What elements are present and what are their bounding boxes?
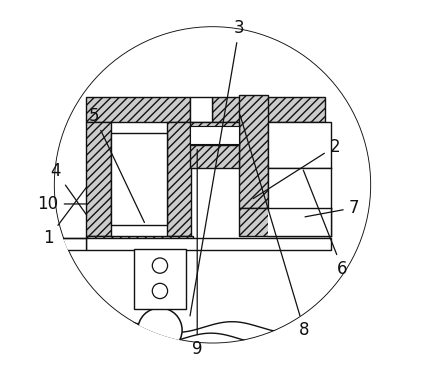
Bar	[86, 97, 190, 122]
Bar	[190, 143, 239, 145]
Text: 3: 3	[190, 19, 244, 316]
Circle shape	[138, 308, 182, 352]
Bar	[212, 97, 325, 122]
Bar	[134, 249, 186, 309]
Bar	[60, 238, 86, 250]
Bar	[268, 208, 331, 236]
Bar	[239, 208, 331, 236]
Text: 9: 9	[192, 149, 202, 358]
Circle shape	[152, 258, 167, 273]
Bar	[111, 133, 167, 225]
Text: 10: 10	[37, 195, 85, 213]
Bar	[239, 95, 268, 208]
Text: 8: 8	[240, 115, 309, 339]
Bar	[190, 122, 239, 143]
Bar	[268, 122, 331, 167]
Bar	[190, 97, 212, 122]
Bar	[86, 122, 111, 236]
Bar	[190, 143, 239, 167]
Text: 2: 2	[253, 137, 340, 199]
Text: 4: 4	[51, 162, 87, 215]
Bar	[86, 238, 331, 250]
Bar	[268, 167, 331, 208]
Bar	[190, 126, 239, 144]
Circle shape	[152, 283, 167, 299]
Circle shape	[54, 26, 371, 343]
Bar	[86, 236, 193, 248]
Text: 1: 1	[43, 187, 87, 248]
Bar	[167, 122, 192, 236]
Text: 5: 5	[89, 107, 144, 223]
Text: 7: 7	[305, 199, 359, 217]
Text: 6: 6	[303, 170, 348, 278]
